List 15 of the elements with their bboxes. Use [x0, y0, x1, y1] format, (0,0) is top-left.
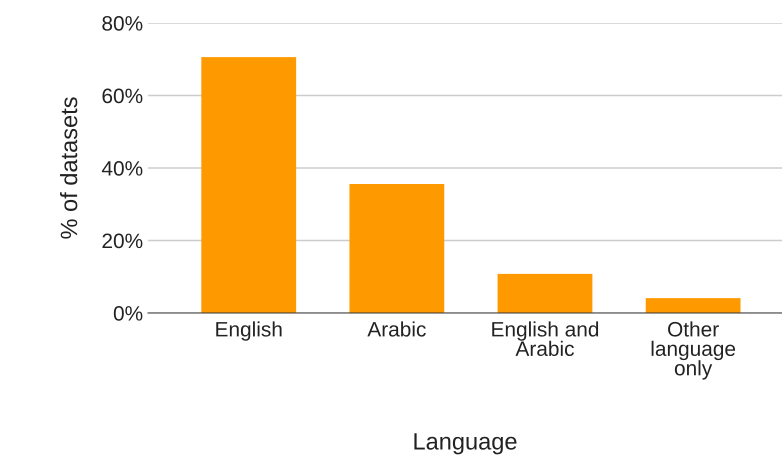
y-tick-label: 40%	[102, 161, 142, 176]
y-tick-label: 0%	[114, 306, 142, 321]
x-tick-label: English and Arabic	[492, 321, 598, 356]
y-tick-label: 60%	[102, 88, 142, 104]
x-tick-label: Other language only	[652, 321, 736, 380]
x-tick-label: Arabic	[367, 321, 426, 337]
y-tick-label: 80%	[102, 16, 142, 31]
x-tick-label: English	[216, 321, 282, 341]
y-tick-label: 20%	[102, 234, 142, 248]
y-axis-title: % of datasets	[60, 97, 78, 239]
bar	[646, 298, 741, 313]
bar	[201, 57, 296, 313]
bar	[498, 274, 592, 313]
bar	[349, 184, 444, 313]
x-axis-title: Language	[414, 433, 516, 454]
